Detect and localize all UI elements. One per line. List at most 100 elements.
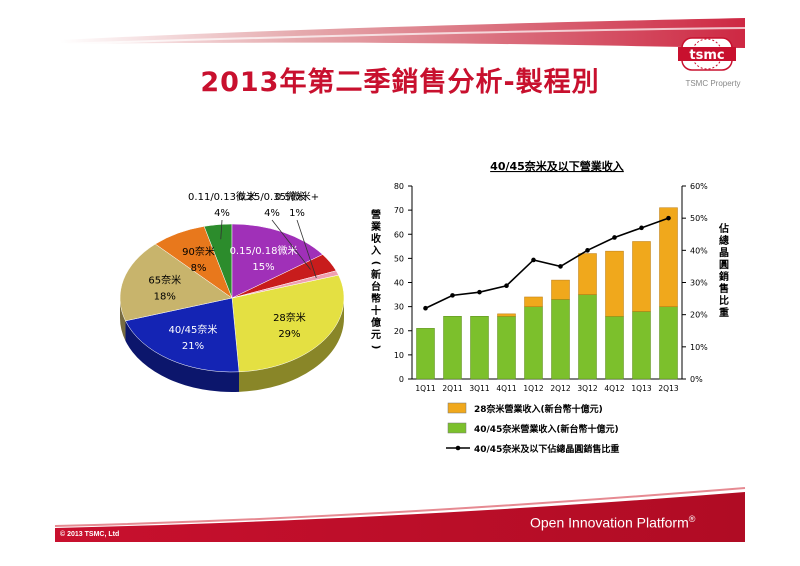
x-tick-label: 3Q12 bbox=[577, 384, 597, 393]
copyright-text: © 2013 TSMC, Ltd bbox=[60, 531, 120, 538]
y-tick-label-right: 10% bbox=[690, 343, 708, 352]
pie-slice-label: 0.15/0.18微米 bbox=[230, 244, 298, 257]
pie-leader-line bbox=[271, 219, 311, 270]
line-share-point bbox=[558, 264, 563, 269]
y-axis-right-title-char: 總 bbox=[719, 234, 729, 247]
bar-40-45nm bbox=[443, 316, 462, 380]
y-axis-right-title-char: 圓 bbox=[719, 259, 729, 271]
line-share-point bbox=[639, 225, 644, 231]
y-tick-label: 80 bbox=[394, 182, 404, 191]
x-tick-label: 2Q11 bbox=[442, 384, 462, 393]
bar-40-45nm bbox=[524, 306, 543, 380]
line-share-point bbox=[612, 235, 617, 240]
y-tick-label-right: 50% bbox=[690, 214, 708, 223]
legend-swatch bbox=[447, 422, 467, 434]
y-tick-label-right: 0% bbox=[690, 375, 703, 384]
pie-slice-pct: 4% bbox=[214, 208, 230, 219]
legend-swatch bbox=[447, 402, 467, 414]
line-share-point bbox=[423, 305, 428, 311]
line-share-point bbox=[450, 293, 455, 298]
line-share-series bbox=[425, 217, 669, 309]
x-tick-label: 3Q11 bbox=[469, 384, 489, 393]
header-swoosh bbox=[60, 18, 745, 48]
pie-slice-label: 28奈米 bbox=[273, 311, 306, 324]
y-tick-label: 30 bbox=[394, 303, 404, 312]
bar-28nm bbox=[551, 279, 570, 300]
footer-band bbox=[55, 492, 745, 542]
bar-28nm bbox=[497, 313, 516, 317]
legend-label: 28奈米營業收入(新台幣十億元) bbox=[474, 403, 603, 415]
y-axis-right-title-char: 重 bbox=[719, 306, 729, 319]
pie-slice-label: 65奈米 bbox=[148, 274, 181, 287]
pie-slice bbox=[119, 243, 233, 322]
bar-40-45nm bbox=[551, 299, 570, 380]
x-tick-label: 4Q11 bbox=[496, 384, 516, 393]
chart-title: 40/45奈米及以下營業收入 bbox=[490, 159, 624, 173]
x-tick-label: 1Q13 bbox=[631, 384, 651, 393]
pie-slice-side bbox=[239, 298, 344, 392]
bar-28nm bbox=[524, 296, 543, 307]
y-tick-label-right: 20% bbox=[690, 311, 708, 320]
x-tick-label: 2Q13 bbox=[658, 384, 678, 393]
y-axis-title-char: 業 bbox=[370, 220, 382, 233]
tsmc-logo-text: tsmc bbox=[689, 48, 724, 63]
legend-label: 40/45奈米及以下佔總晶圓銷售比重 bbox=[474, 443, 619, 455]
x-tick-label: 1Q12 bbox=[523, 384, 543, 393]
pie-leader-line bbox=[220, 219, 223, 240]
x-tick-label: 1Q11 bbox=[415, 384, 435, 393]
pie-slice-pct: 21% bbox=[182, 341, 204, 352]
bar-40-45nm bbox=[416, 328, 435, 380]
y-axis-title-char: ( bbox=[370, 261, 381, 266]
pie-slice-pct: 18% bbox=[154, 292, 176, 303]
pie-slice-label: 0.25/0.35微米 bbox=[238, 190, 306, 203]
bar-28nm bbox=[578, 253, 597, 295]
pie-leader-line bbox=[296, 219, 317, 279]
tsmc-logo: tsmc bbox=[678, 37, 736, 71]
pie-slice-pct: 8% bbox=[191, 263, 207, 274]
y-axis-title-char: 元 bbox=[371, 329, 381, 341]
bar-28nm bbox=[632, 241, 651, 312]
y-axis-title-char: 幣 bbox=[371, 292, 381, 305]
y-tick-label: 40 bbox=[394, 279, 404, 288]
y-axis-title-char: 入 bbox=[371, 245, 381, 257]
pie-slice bbox=[231, 223, 324, 299]
pie-slice-pct: 15% bbox=[252, 262, 274, 273]
bar-40-45nm bbox=[470, 316, 489, 380]
y-axis-right-title-char: 銷 bbox=[719, 270, 729, 283]
line-share-point bbox=[666, 215, 671, 221]
line-share-point bbox=[585, 248, 590, 253]
y-axis-right-title-char: 比 bbox=[719, 294, 729, 307]
y-axis-title-char: 新 bbox=[371, 268, 381, 281]
footer-brand-reg: ® bbox=[688, 514, 696, 524]
footer-brand: Open Innovation Platform® bbox=[530, 514, 695, 531]
y-tick-label-right: 30% bbox=[690, 279, 708, 288]
y-axis-title-char: 營 bbox=[371, 208, 381, 221]
y-axis-title-char: 收 bbox=[371, 232, 381, 245]
bar-40-45nm bbox=[578, 294, 597, 380]
line-share-point bbox=[477, 289, 482, 295]
pie-slice-pct: 29% bbox=[278, 329, 300, 340]
pie-slice-side bbox=[125, 320, 240, 393]
pie-slice bbox=[231, 270, 339, 299]
pie-slice-label: 40/45奈米 bbox=[169, 323, 218, 336]
pie-slice-pct: 4% bbox=[264, 208, 280, 219]
y-axis-title-char: 台 bbox=[371, 280, 381, 293]
pie-slice-label: 90奈米 bbox=[182, 245, 215, 258]
y-axis-right-title-char: 佔 bbox=[718, 222, 729, 235]
y-tick-label: 60 bbox=[394, 230, 404, 239]
y-tick-label: 20 bbox=[394, 327, 404, 336]
header-swoosh-highlight bbox=[59, 27, 746, 45]
y-axis-title-char: 億 bbox=[371, 316, 381, 329]
tsmc-property-label: TSMC Property bbox=[685, 79, 741, 88]
line-share-point bbox=[531, 257, 536, 263]
x-tick-label: 2Q12 bbox=[550, 384, 570, 393]
y-axis-right-title-char: 售 bbox=[719, 282, 729, 295]
y-axis-title-char: ) bbox=[370, 345, 381, 350]
pie-slice bbox=[231, 274, 345, 373]
x-tick-label: 4Q12 bbox=[604, 384, 624, 393]
pie-slice-side bbox=[120, 298, 126, 341]
